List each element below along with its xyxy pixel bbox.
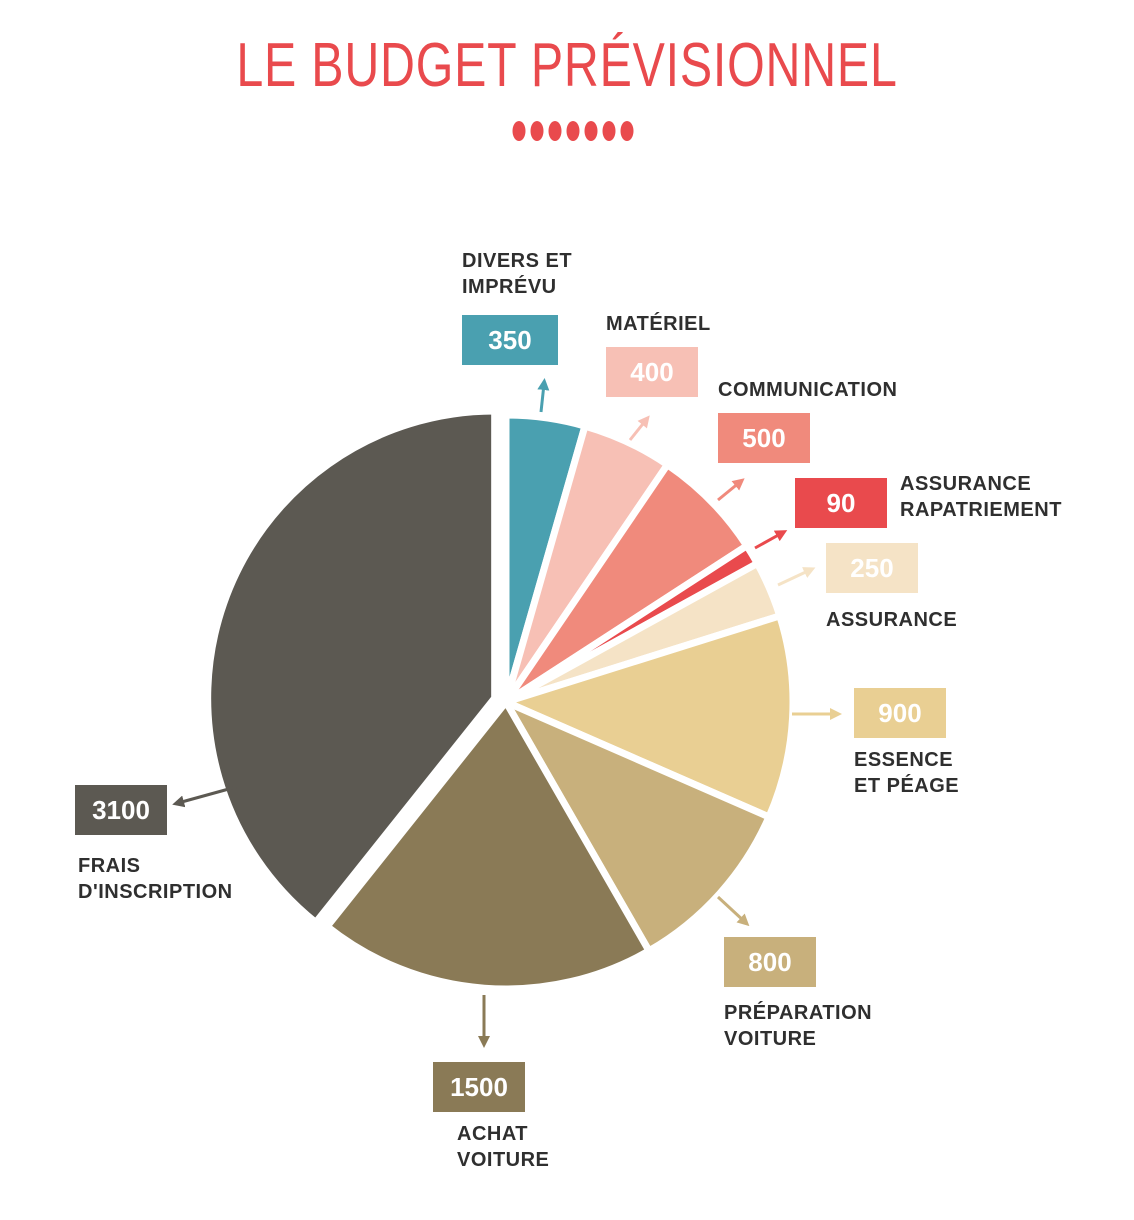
category-label-frais-d-inscription-line1: FRAIS [78,855,141,877]
category-label-essence-et-péage-line1: ESSENCE [854,749,953,771]
value-box-frais-d-inscription [75,785,167,835]
value-box-achat-voiture [433,1062,525,1112]
pointer-arrow-divers-et-imprévu [537,378,550,413]
pointer-arrow-frais-d-inscription [172,785,237,808]
category-label-assurance-rapatriement-line2: RAPATRIEMENT [900,499,1062,521]
pointer-arrow-assurance-rapatriement [754,530,788,550]
pointer-arrow-assurance [777,567,816,587]
value-box-assurance [826,543,918,593]
pie-slice-achat-voiture [323,698,653,993]
category-label-divers-et-imprévu-line2: IMPRÉVU [462,275,557,298]
value-label-assurance: 250 [850,553,893,583]
pointer-arrow-préparation-voiture [716,895,750,927]
value-label-assurance-rapatriement: 90 [827,488,856,518]
value-label-préparation-voiture: 800 [748,947,791,977]
pointer-arrow-communication [717,478,745,502]
pie-slice-essence-et-péage [502,612,797,821]
value-label-divers-et-imprévu: 350 [488,325,531,355]
value-box-préparation-voiture [724,937,816,987]
category-label-communication-line1: COMMUNICATION [718,379,897,401]
value-label-essence-et-péage: 900 [878,698,921,728]
value-box-assurance-rapatriement [795,478,887,528]
pie-slice-frais-d-inscription [204,407,499,926]
category-label-essence-et-péage-line2: ET PÉAGE [854,774,959,797]
category-label-frais-d-inscription-line2: D'INSCRIPTION [78,881,233,903]
value-box-matériel [606,347,698,397]
category-label-achat-voiture-line2: VOITURE [457,1149,549,1171]
value-label-matériel: 400 [630,357,673,387]
category-label-préparation-voiture-line2: VOITURE [724,1028,816,1050]
category-label-assurance-rapatriement-line1: ASSURANCE [900,473,1031,495]
category-label-divers-et-imprévu-line1: DIVERS ET [462,250,572,272]
chart-title: LE BUDGET PRÉVISIONNEL [236,31,898,100]
value-box-divers-et-imprévu [462,315,558,365]
pointer-arrow-matériel [628,415,650,441]
value-box-essence-et-péage [854,688,946,738]
title-dots-decoration [512,121,634,141]
pie-slice-préparation-voiture [502,698,773,955]
value-label-frais-d-inscription: 3100 [92,795,150,825]
category-label-assurance-line1: ASSURANCE [826,609,957,631]
value-label-communication: 500 [742,423,785,453]
category-label-préparation-voiture-line1: PRÉPARATION [724,1001,872,1024]
category-label-matériel-line1: MATÉRIEL [606,312,711,335]
value-label-achat-voiture: 1500 [450,1072,508,1102]
value-box-communication [718,413,810,463]
category-label-achat-voiture-line1: ACHAT [457,1123,528,1145]
